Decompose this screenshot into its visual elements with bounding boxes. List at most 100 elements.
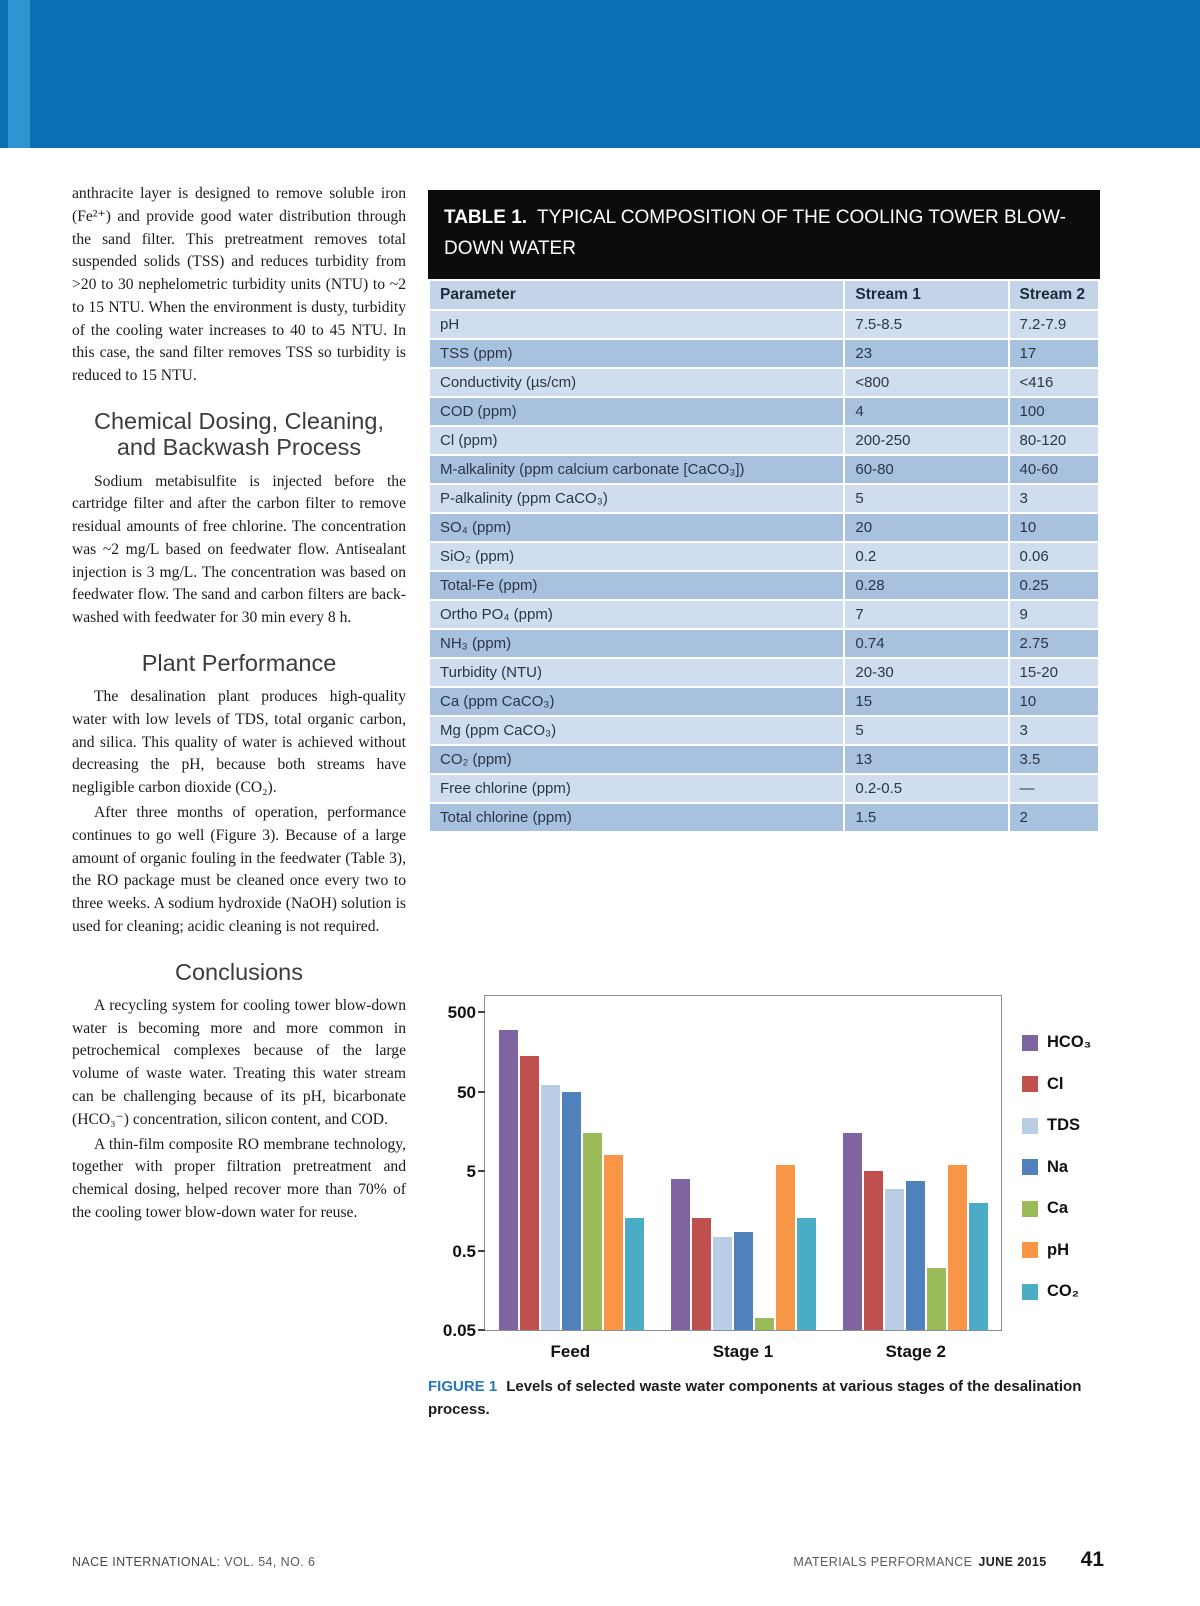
y-tick-label: 50 [457,1082,476,1102]
stream2-cell: 40-60 [1007,453,1101,485]
footer-journal-info: MATERIALS PERFORMANCE JUNE 2015 41 [793,1548,1104,1572]
stream1-cell: 0.2 [843,540,1010,572]
stream2-cell: 100 [1007,395,1101,427]
y-tick-mark [478,1090,485,1093]
bar-stage2-na [905,1180,925,1330]
y-tick-label: 0.05 [442,1321,476,1340]
stream2-cell: 3 [1007,714,1101,746]
stream1-cell: 0.74 [843,627,1010,659]
section-heading-chemical-dosing: Chemical Dosing, Cleaning, and Backwash … [94,407,384,461]
bar-group-stage1 [657,1164,829,1330]
stream2-cell: <416 [1007,366,1101,398]
bar-stage2-cl [863,1171,883,1330]
parameter-cell: Ca (ppm CaCO₃) [427,685,846,717]
stream1-cell: 7 [843,598,1010,630]
parameter-cell: SO₄ (ppm) [427,511,846,543]
stream2-cell: 10 [1007,685,1101,717]
section-heading-conclusions: Conclusions [174,958,303,985]
stream1-cell: 23 [843,337,1010,369]
legend-item-hco3: HCO₃ [1022,1033,1100,1052]
legend-label: Na [1047,1157,1069,1176]
bar-stage1-hco3 [670,1178,690,1330]
bar-stage2-tds [884,1188,904,1330]
figure-caption: FIGURE 1 Levels of selected waste water c… [428,1376,1090,1421]
paragraph-dosing: Sodium metabisulfite is injected before … [72,472,406,627]
legend-swatch-tds [1022,1117,1038,1134]
parameter-cell: Mg (ppm CaCO₃) [427,714,846,746]
chart-plot-area [478,995,1002,1331]
legend-label: CO₂ [1047,1282,1080,1300]
stream2-cell: 0.06 [1007,540,1101,572]
stream2-cell: 10 [1007,511,1101,543]
bar-feed-ca [582,1133,602,1330]
table-row: M-alkalinity (ppm calcium carbonate [CaC… [427,453,1101,485]
table-row: Ortho PO₄ (ppm) 7 9 [427,598,1101,630]
bar-feed-ph [603,1154,623,1330]
stream2-cell: 7.2-7.9 [1007,308,1101,340]
legend-item-tds: TDS [1022,1116,1100,1135]
bar-stage2-ph [947,1164,967,1330]
section-heading-plant-performance: Plant Performance [141,649,337,676]
table-title-bar: TABLE 1. TYPICAL COMPOSITION OF THE COOLI… [428,190,1100,279]
paragraph-performance-1: The desalination plant produces high-qua… [72,688,406,797]
stream2-cell: 3 [1007,482,1101,514]
table-row: Conductivity (µs/cm) <800 <416 [427,366,1101,398]
table-row: COD (ppm) 4 100 [427,395,1101,427]
parameter-cell: Turbidity (NTU) [427,656,846,688]
parameter-cell: Conductivity (µs/cm) [427,366,846,398]
stream1-cell: 5 [843,482,1010,514]
chart-x-axis-labels: Feed Stage 1 Stage 2 [484,1332,1002,1362]
legend-item-co2: CO₂ [1022,1282,1100,1301]
stream1-cell: 7.5-8.5 [843,308,1010,340]
figure1-bar-chart: 500 50 5 0.5 0.05 Feed Stage 1 Stage 2 HCO₃ Cl T… [428,975,1100,1375]
stream2-cell: 2 [1007,801,1101,833]
y-tick-mark [478,1170,485,1173]
stream1-cell: 0.28 [843,569,1010,601]
y-tick-mark [478,1011,485,1014]
table-row: Ca (ppm CaCO₃) 15 10 [427,685,1101,717]
header-band [0,0,1200,148]
parameter-cell: NH₃ (ppm) [427,627,846,659]
bar-stage2-ca [926,1268,946,1330]
composition-table: Parameter Stream 1 Stream 2 pH 7.5-8.5 7.2… [427,278,1101,833]
table-row: SiO₂ (ppm) 0.2 0.06 [427,540,1101,572]
parameter-cell: Free chlorine (ppm) [427,772,846,804]
y-tick-label: 500 [447,1003,476,1023]
stream2-cell: — [1007,772,1101,804]
bar-stage1-cl [691,1217,711,1330]
stream2-cell: 15-20 [1007,656,1101,688]
parameter-cell: Total chlorine (ppm) [427,801,846,833]
stream2-cell: 3.5 [1007,743,1101,775]
paragraph-intro: anthracite layer is designed to remove s… [72,185,406,385]
stream2-cell: 9 [1007,598,1101,630]
page-number: 41 [1080,1548,1104,1571]
bar-stage1-co2 [796,1217,816,1330]
bar-stage2-co2 [968,1202,988,1330]
bar-stage1-na [733,1232,753,1330]
bar-feed-cl [519,1056,539,1330]
legend-label: Cl [1047,1074,1064,1093]
parameter-cell: Cl (ppm) [427,424,846,456]
parameter-cell: TSS (ppm) [427,337,846,369]
figure-number-label: FIGURE 1 [428,1378,498,1395]
parameter-cell: SiO₂ (ppm) [427,540,846,572]
table-row: TSS (ppm) 23 17 [427,337,1101,369]
chart-legend: HCO₃ Cl TDS Na Ca pH CO₂ [1022,1033,1100,1301]
legend-label: Ca [1047,1199,1069,1217]
stream2-cell: 80-120 [1007,424,1101,456]
parameter-cell: P-alkalinity (ppm CaCO₃) [427,482,846,514]
footer-publisher-name: NACE INTERNATIONAL: [72,1555,221,1569]
stream1-cell: 5 [843,714,1010,746]
header-accent-stripe [8,0,30,148]
legend-item-ca: Ca [1022,1199,1100,1218]
x-axis-label-stage1: Stage 1 [712,1342,774,1361]
bar-feed-na [561,1091,581,1330]
y-tick-mark [478,1249,485,1252]
footer-volume-info: VOL. 54, NO. 6 [224,1555,316,1569]
bar-feed-co2 [624,1217,644,1330]
table-header-row: Parameter Stream 1 Stream 2 [427,278,1101,311]
page-footer: NACE INTERNATIONAL: VOL. 54, NO. 6 MATER… [72,1548,1104,1572]
stream2-cell: 0.25 [1007,569,1101,601]
table-row: Mg (ppm CaCO₃) 5 3 [427,714,1101,746]
legend-swatch-na [1022,1159,1038,1175]
